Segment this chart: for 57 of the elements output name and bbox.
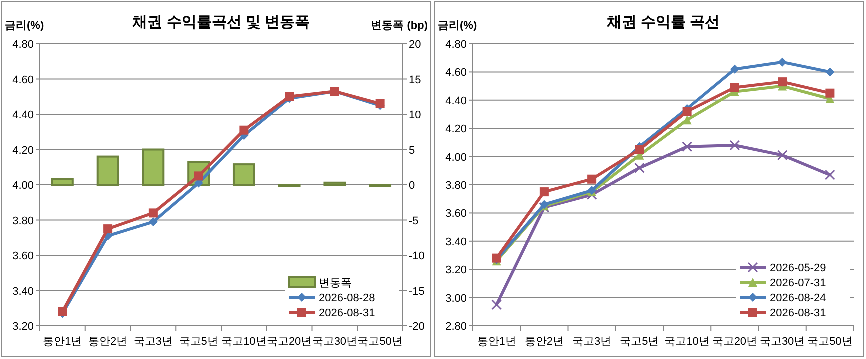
y-tick-label: 4.80 [446,39,467,51]
y-tick-label: 3.20 [446,264,467,277]
y-tick-label: 3.60 [446,208,467,220]
legend-label: 2026-08-31 [319,308,376,320]
y2-tick-label: -10 [409,250,425,262]
y-tick-label: 2.80 [446,321,467,333]
y2-tick-label: 10 [409,110,422,122]
y-tick-label: 4.40 [12,110,34,122]
x-tick-label: 국고5년 [179,336,218,348]
y-tick-label: 3.80 [12,215,34,228]
y2-axis-title: 변동폭 (bp) [371,20,428,32]
y2-tick-label: -5 [409,215,419,228]
x-tick-label: 국고3년 [572,336,612,348]
x-tick-label: 국고10년 [222,336,267,348]
x-tick-label: 국고3년 [134,336,173,348]
x-tick-label: 국고30년 [312,336,358,348]
legend-label: 2026-08-28 [319,292,376,304]
y-tick-label: 3.80 [446,180,467,192]
x-tick-label: 국고30년 [760,336,806,348]
y2-tick-label: -20 [409,321,425,333]
x-tick-label: 통안1년 [477,336,516,348]
legend-label: 2026-05-29 [770,262,826,274]
y-tick-label: 4.80 [12,39,34,51]
y-tick-label: 4.00 [12,180,34,192]
y-tick-label: 3.60 [12,250,34,262]
x-tick-label: 통안2년 [88,336,128,348]
legend-label: 2026-07-31 [770,278,826,290]
x-tick-label: 국고50년 [358,336,403,348]
y-tick-label: 3.40 [446,236,467,248]
y-tick-label: 4.40 [446,95,467,108]
chart-title: 채권 수익률 곡선 [606,14,720,31]
legend-label: 변동폭 [319,278,352,290]
y2-tick-label: 20 [409,39,422,51]
x-tick-label: 통안1년 [43,336,82,348]
y-tick-label: 4.60 [12,74,34,86]
y-tick-label: 4.00 [446,152,467,164]
x-tick-label: 국고20년 [712,336,758,348]
y2-tick-label: 5 [409,144,416,157]
y-axis-title: 금리(%) [5,20,44,32]
y-tick-label: 3.00 [446,292,467,305]
y-axis-title: 금리(%) [438,20,478,32]
y-tick-label: 4.20 [12,144,34,157]
y2-tick-label: 0 [409,180,416,192]
y2-tick-label: -15 [409,286,425,298]
x-tick-label: 국고50년 [808,336,853,348]
legend-label: 2026-08-24 [770,292,826,304]
x-tick-label: 통안2년 [524,336,564,348]
y-tick-label: 3.20 [12,321,34,333]
y-tick-label: 4.20 [446,124,467,136]
y-tick-label: 3.40 [12,286,34,298]
x-tick-label: 국고20년 [266,336,312,348]
y-tick-label: 4.60 [446,67,467,80]
legend-label: 2026-08-31 [770,308,826,320]
x-tick-label: 국고10년 [664,336,710,348]
y2-tick-label: 15 [409,74,422,86]
chart-title: 채권 수익률곡선 및 변동폭 [132,14,310,31]
x-tick-label: 국고5년 [620,336,660,348]
